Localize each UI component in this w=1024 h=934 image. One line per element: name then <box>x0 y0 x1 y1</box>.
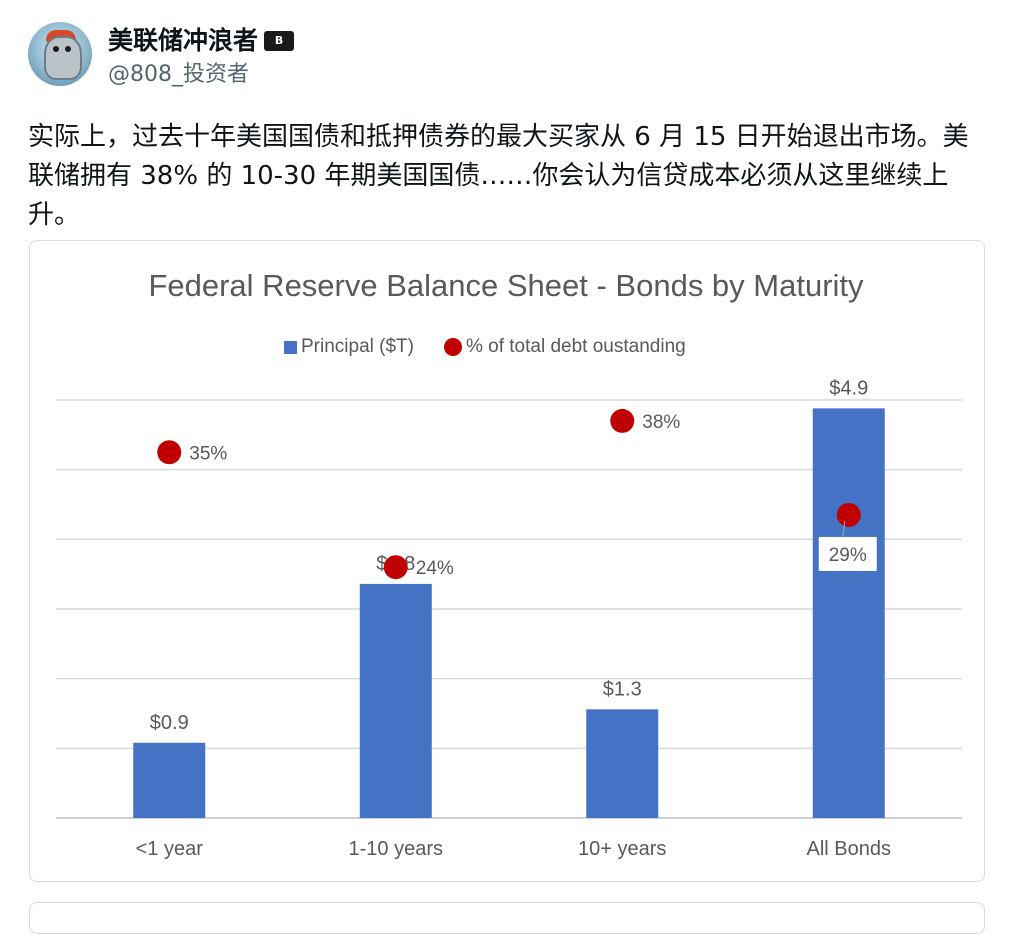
legend-item-percent: % of total debt oustanding <box>443 336 686 358</box>
bar-value-label: $0.9 <box>150 712 189 734</box>
percent-label: 24% <box>416 558 454 579</box>
category-label: 10+ years <box>578 838 666 860</box>
percent-label-box <box>818 536 877 571</box>
avatar-figure-shape <box>44 36 82 80</box>
percent-dot <box>383 555 408 580</box>
avatar-eye-right <box>65 46 71 52</box>
legend-item-principal: Principal ($T) <box>284 336 414 358</box>
bar-value-label: $1.3 <box>603 678 642 700</box>
user-handle[interactable]: @808_投资者 <box>108 62 249 87</box>
data-label-leader <box>842 520 846 538</box>
display-name-row[interactable]: 美联储冲浪者 B <box>108 24 295 58</box>
avatar[interactable] <box>28 22 92 86</box>
chart-title: Federal Reserve Balance Sheet - Bonds by… <box>148 268 864 303</box>
legend-swatch-bar <box>284 340 297 354</box>
legend-label-percent: % of total debt oustanding <box>465 336 686 357</box>
percent-label: 29% <box>829 545 867 566</box>
chart-legend: Principal ($T) % of total debt oustandin… <box>284 336 686 358</box>
bar-1 <box>133 742 206 818</box>
category-label: <1 year <box>136 838 204 860</box>
category-label: 1-10 years <box>349 838 444 860</box>
legend-label-principal: Principal ($T) <box>301 336 414 357</box>
percent-label: 35% <box>189 443 227 464</box>
bot-badge-icon: B <box>264 31 295 51</box>
bar-2 <box>359 583 432 818</box>
avatar-eye-left <box>53 46 59 52</box>
percent-dot <box>836 502 861 527</box>
category-label: All Bonds <box>807 838 892 860</box>
bar-value-label: $4.9 <box>829 377 868 399</box>
tweet-text: 实际上，过去十年美国国债和抵押债券的最大买家从 6 月 15 日开始退出市场。美… <box>28 122 969 230</box>
bar-3 <box>586 709 659 818</box>
display-name[interactable]: 美联储冲浪者 <box>108 26 259 55</box>
percent-label: 38% <box>642 412 680 433</box>
bar-4 <box>812 408 885 818</box>
percent-dot <box>610 408 635 433</box>
legend-swatch-dot <box>443 338 462 356</box>
percent-dot <box>157 440 182 465</box>
